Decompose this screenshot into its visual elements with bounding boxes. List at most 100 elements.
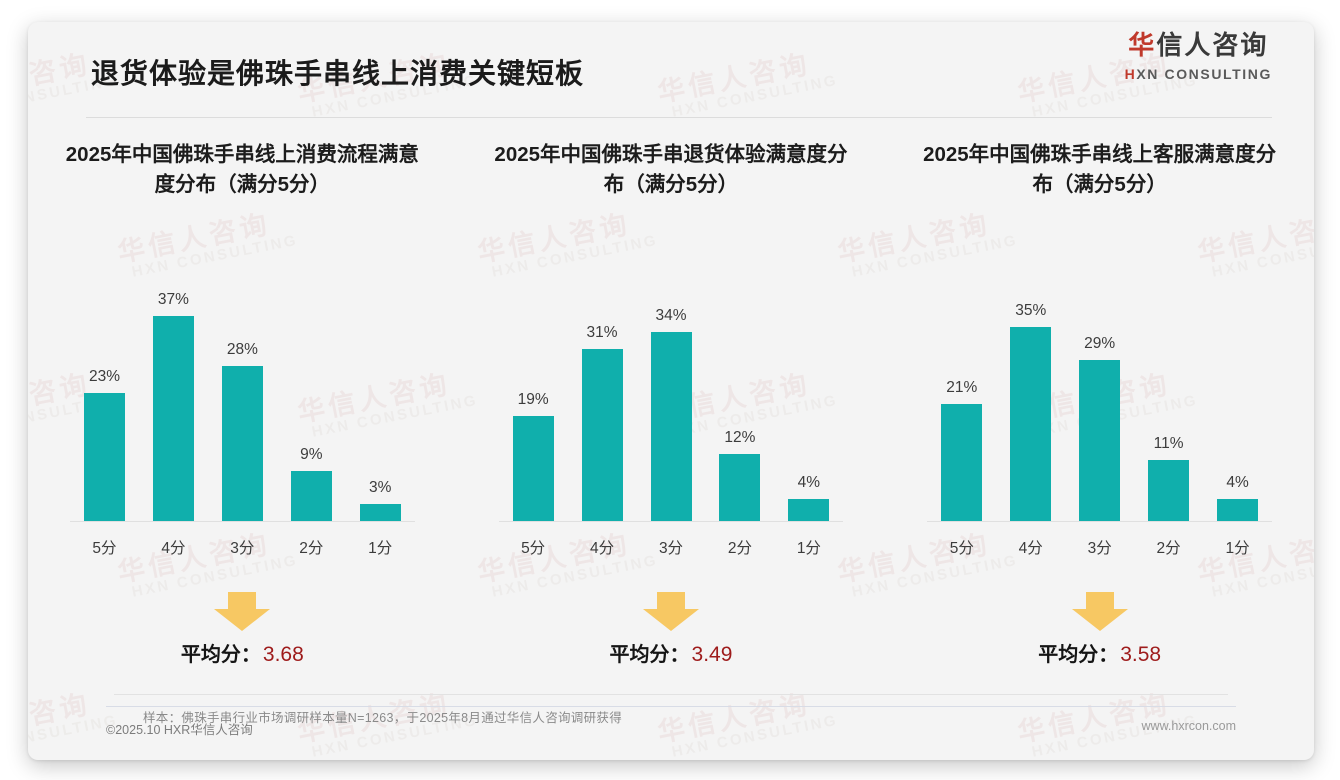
bar — [359, 504, 401, 521]
category-label: 3分 — [230, 540, 255, 557]
category-label: 1分 — [796, 540, 821, 557]
bar — [221, 365, 263, 521]
category-labels-3: 5分 4分 3分 2分 1分 — [927, 522, 1272, 558]
bar-value-label: 4% — [797, 473, 821, 491]
bar — [1148, 459, 1190, 521]
bar-slot: 31% — [568, 252, 637, 521]
bar-chart-3: 21% 35% 29% 11% 4% 5分 4分 3分 2分 1分 — [927, 252, 1272, 557]
average-block-1: 平均分：3.68 — [42, 592, 443, 678]
bar — [83, 393, 125, 521]
down-arrow-icon — [1070, 592, 1130, 632]
average-value-1: 3.68 — [262, 643, 304, 666]
bar-value-label: 21% — [946, 379, 978, 397]
bar-value-label: 11% — [1153, 434, 1184, 452]
bar-group-2: 19% 31% 34% 12% 4% — [499, 252, 844, 521]
chart-panel-3: 2025年中国佛珠手串线上客服满意度分布（满分5分） 21% 35% 29% 11% 4… — [885, 140, 1314, 678]
bar-value-label: 12% — [724, 429, 756, 447]
slide-footer: ©2025.10 HXR华信人咨询 www.hxrcon.com — [28, 706, 1314, 760]
category-label: 3分 — [658, 540, 684, 557]
logo-english: HXN CONSULTING — [1125, 67, 1272, 81]
average-block-2: 平均分：3.49 — [471, 592, 872, 678]
bar-value-label: 9% — [300, 446, 323, 464]
category-label: 5分 — [92, 540, 117, 557]
average-block-3: 平均分：3.58 — [899, 592, 1300, 678]
category-label: 1分 — [1225, 540, 1250, 557]
bar-slot: 23% — [70, 252, 139, 521]
category-label: 2分 — [1156, 540, 1181, 557]
bar — [290, 471, 332, 521]
bar — [1079, 360, 1121, 521]
logo-chinese-rest: 信人咨询 — [1156, 30, 1269, 60]
website-url[interactable]: www.hxrcon.com — [1141, 719, 1236, 733]
category-labels-2: 5分 4分 3分 2分 1分 — [499, 522, 844, 558]
bar-slot: 34% — [637, 252, 706, 521]
down-arrow-icon — [212, 592, 272, 632]
average-label-2: 平均分： — [609, 644, 690, 666]
bar-value-label: 34% — [655, 307, 687, 325]
category-label: 4分 — [590, 540, 615, 557]
bar-value-label: 35% — [1015, 301, 1047, 319]
slide-header: 退货体验是佛珠手串线上消费关键短板 华信人咨询 HXN CONSULTING — [28, 22, 1314, 118]
x-axis-line-3 — [927, 521, 1272, 522]
bar-chart-1: 23% 37% 28% 9% 3% 5分 4分 3分 2分 1分 — [70, 252, 415, 557]
copyright-text: ©2025.10 HXR华信人咨询 — [106, 723, 253, 737]
bar-value-label: 28% — [226, 340, 258, 358]
note-text: 样本：佛珠手串行业市场调研样本量N=1263，于2025年8月通过华信人咨询调研… — [143, 711, 622, 725]
bar-value-label: 29% — [1084, 335, 1116, 353]
bar-slot: 21% — [927, 252, 996, 521]
bar-value-label: 3% — [369, 479, 392, 497]
x-axis-line-2 — [498, 521, 844, 522]
bar — [719, 454, 761, 521]
slide-card: 华信人咨询 HXN CONSULTING 华信人咨询 HXN CONSULTING华信… — [28, 22, 1314, 760]
bar-value-label: 19% — [517, 390, 549, 408]
note-divider — [114, 694, 1228, 695]
category-label: 2分 — [299, 540, 324, 557]
bar — [650, 332, 692, 521]
average-score-2: 平均分：3.49 — [471, 638, 872, 667]
category-label: 3分 — [1087, 540, 1112, 557]
footer-divider — [106, 706, 1236, 707]
bar-value-label: 23% — [88, 368, 120, 386]
bar-slot: 29% — [1065, 252, 1134, 521]
bar-value-label: 37% — [157, 290, 189, 308]
bar-slot: 4% — [1203, 252, 1272, 521]
logo-chinese-highlight: 华 — [1128, 30, 1157, 60]
bar — [152, 315, 194, 521]
bar-chart-2: 19% 31% 34% 12% 4% 5分 4分 3分 2分 1分 — [498, 252, 844, 557]
chart-panel-2: 2025年中国佛珠手串退货体验满意度分布（满分5分） 19% 31% 34% 12% 4… — [457, 140, 886, 678]
page-title: 退货体验是佛珠手串线上消费关键短板 — [91, 58, 585, 89]
bar-value-label: 4% — [1226, 473, 1249, 491]
bar — [788, 498, 830, 521]
chart-panel-1: 2025年中国佛珠手串线上消费流程满意度分布（满分5分） 23% 37% 28% 9%… — [28, 140, 457, 678]
bar-slot: 35% — [996, 252, 1065, 521]
charts-row: 2025年中国佛珠手串线上消费流程满意度分布（满分5分） 23% 37% 28% 9%… — [28, 140, 1314, 678]
bar-slot: 19% — [499, 252, 568, 521]
chart-title-2: 2025年中国佛珠手串退货体验满意度分布（满分5分） — [494, 143, 848, 197]
average-score-3: 平均分：3.58 — [899, 638, 1300, 667]
average-label-1: 平均分： — [180, 644, 261, 666]
logo-chinese: 华信人咨询 — [1125, 32, 1272, 58]
bar-value-label: 31% — [586, 323, 618, 341]
bar-group-1: 23% 37% 28% 9% 3% — [70, 252, 415, 521]
company-logo: 华信人咨询 HXN CONSULTING — [1125, 32, 1272, 81]
bar-slot: 11% — [1134, 252, 1203, 521]
down-arrow-icon — [641, 592, 701, 632]
average-score-1: 平均分：3.68 — [42, 638, 443, 667]
average-value-2: 3.49 — [691, 643, 733, 666]
chart-title-1: 2025年中国佛珠手串线上消费流程满意度分布（满分5分） — [65, 143, 419, 197]
category-label: 2分 — [727, 540, 752, 557]
bar-slot: 3% — [346, 252, 415, 521]
header-divider — [86, 117, 1272, 118]
bar — [941, 404, 983, 521]
bar-slot: 9% — [277, 252, 346, 521]
category-label: 4分 — [161, 540, 186, 557]
bar — [1217, 498, 1259, 521]
x-axis-line-1 — [70, 521, 415, 522]
bar — [512, 415, 554, 521]
bar-slot: 37% — [139, 252, 208, 521]
logo-english-highlight: H — [1124, 66, 1137, 82]
logo-english-rest: XN CONSULTING — [1136, 66, 1272, 82]
bar-slot: 28% — [208, 252, 277, 521]
chart-title-3: 2025年中国佛珠手串线上客服满意度分布（满分5分） — [923, 143, 1277, 197]
average-value-3: 3.58 — [1120, 643, 1162, 666]
